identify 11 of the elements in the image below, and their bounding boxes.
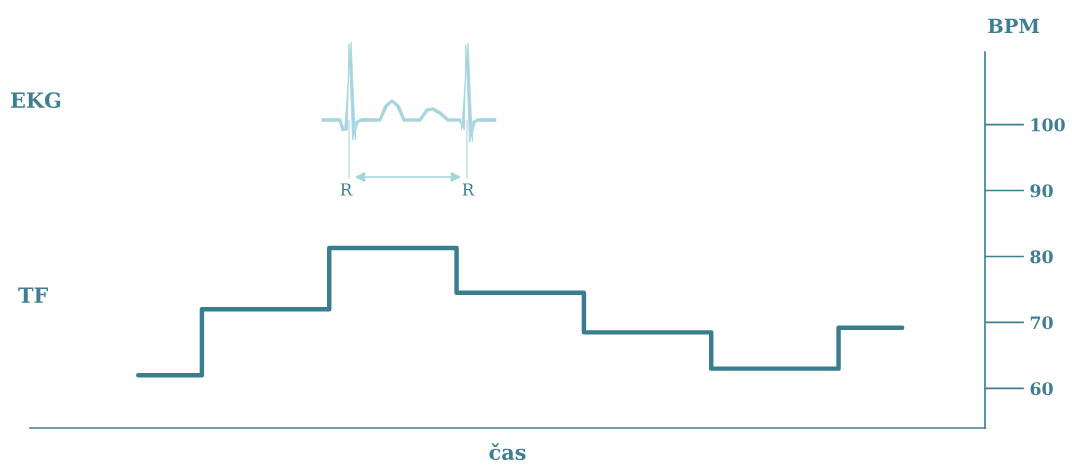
annotation: R — [462, 183, 475, 196]
y-tick-label: 90 — [1030, 184, 1053, 198]
annotation: EKG — [10, 92, 61, 109]
annotation: TF — [18, 287, 49, 303]
y-axis-title: BPM — [988, 18, 1040, 33]
y-tick-label: 70 — [1030, 316, 1053, 330]
annotation: R — [340, 183, 353, 196]
y-tick-label: 80 — [1030, 250, 1053, 264]
y-tick-label: 100 — [1031, 118, 1065, 132]
x-axis-title: čas — [489, 443, 526, 461]
y-tick-label: 60 — [1030, 382, 1053, 396]
